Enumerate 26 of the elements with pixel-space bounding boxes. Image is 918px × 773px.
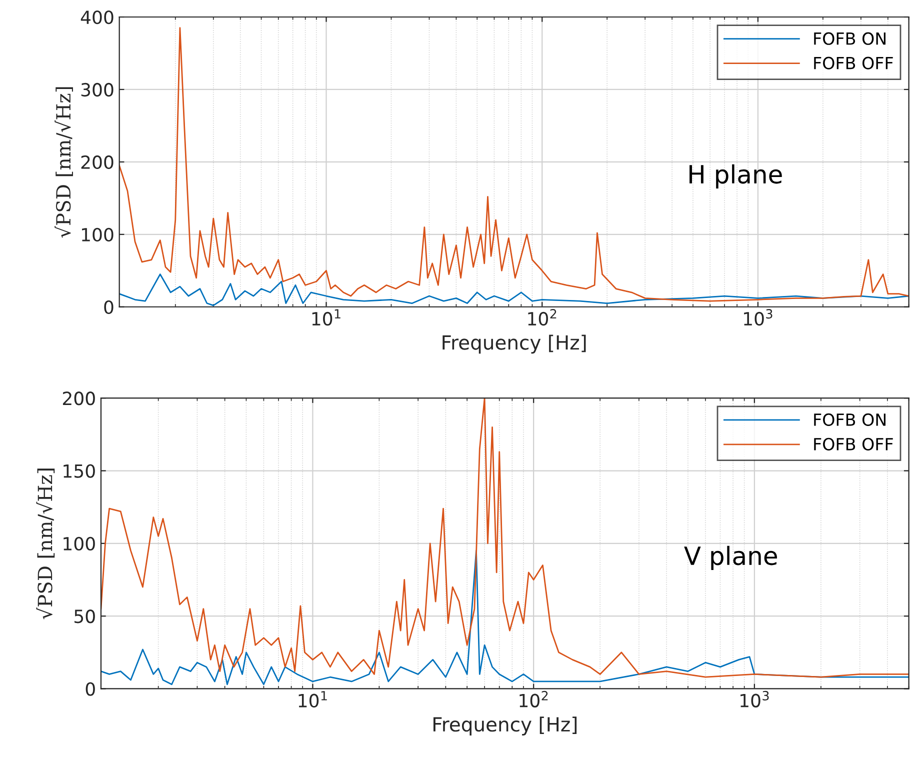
y-axis-title: √PSD [nm/√Hz] — [36, 468, 55, 620]
x-tick-label: 10$^{3}$ — [744, 309, 772, 326]
annotation: H plane — [690, 164, 782, 189]
y-tick-label: 200 — [81, 155, 114, 170]
annotation: V plane — [684, 546, 777, 570]
y-tick-label: 150 — [64, 464, 95, 478]
y-tick-label: 400 — [80, 10, 114, 24]
x-tick-label: 10$^{3}$ — [740, 690, 769, 708]
legend-label: FOFB ON — [814, 32, 886, 45]
x-tick-label: 10$^{1}$ — [312, 309, 340, 326]
x-tick-label: 10$^{2}$ — [528, 309, 556, 326]
y-tick-label: 200 — [62, 392, 95, 406]
y-tick-label: 0 — [104, 300, 114, 314]
y-tick-label: 100 — [64, 536, 95, 551]
y-tick-label: 100 — [82, 228, 114, 242]
y-tick-label: 0 — [86, 682, 95, 696]
legend-label: FOFB ON — [814, 413, 886, 426]
legend-label: FOFB OFF — [814, 438, 893, 450]
x-tick-label: 10$^{2}$ — [520, 690, 548, 708]
x-axis-title: Frequency [Hz] — [442, 334, 586, 354]
y-axis-title: √PSD [nm/√Hz] — [54, 87, 73, 238]
y-tick-label: 300 — [81, 82, 114, 97]
x-axis-title: Frequency [Hz] — [433, 716, 577, 736]
y-tick-label: 50 — [74, 610, 95, 624]
x-tick-label: 10$^{1}$ — [298, 691, 327, 708]
legend-label: FOFB OFF — [814, 56, 893, 70]
